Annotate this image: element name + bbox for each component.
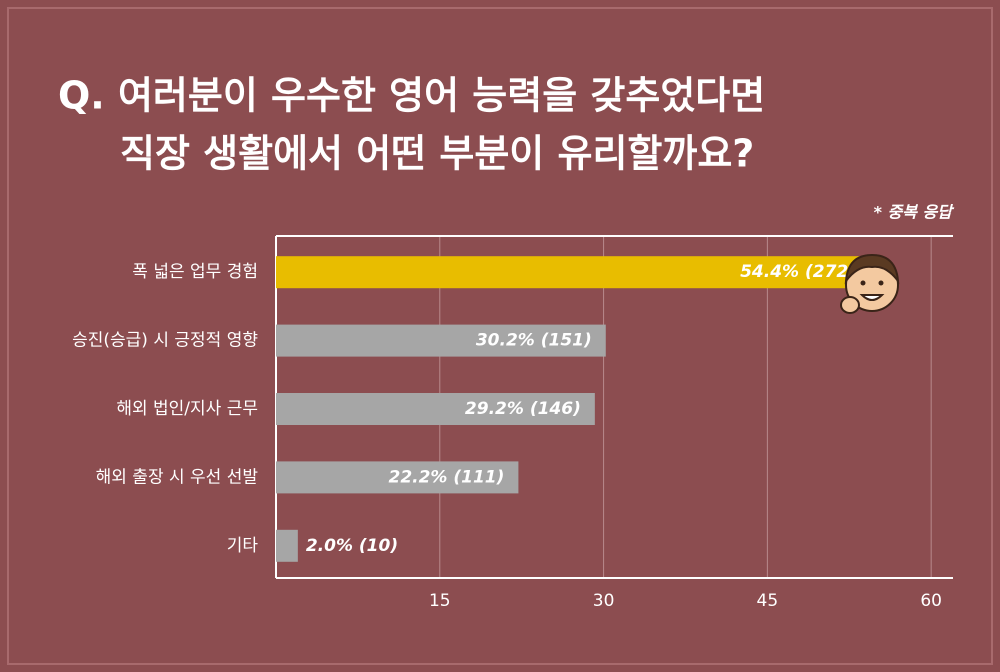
value-label: 2.0% (10) — [306, 536, 398, 556]
chart-title: 직장 생활에서 어떤 부분이 유리할까요? — [120, 132, 754, 176]
value-label: 54.4% (272) — [740, 262, 856, 282]
bar — [276, 256, 871, 289]
category-label: 폭 넓은 업무 경험 — [132, 262, 258, 282]
bar — [276, 461, 519, 494]
bar — [276, 393, 595, 425]
frame — [7, 7, 993, 665]
plot: 15 30 45 60 폭 넓은 업무 경험 54.4% (272) 승진(승급) 시 긍정… — [72, 235, 953, 611]
x-tick-label: 60 — [920, 591, 942, 611]
value-label: 30.2% (151) — [476, 331, 592, 351]
bar — [276, 529, 298, 562]
face-icon — [840, 253, 900, 314]
category-label: 해외 출장 시 우선 선발 — [96, 467, 259, 487]
category-label: 해외 법인/지사 근무 — [116, 399, 258, 419]
x-tick-label: 30 — [593, 591, 615, 611]
category-label: 승진(승급) 시 긍정적 영향 — [72, 331, 258, 351]
bar — [276, 324, 606, 357]
subtitle: * 중복 응답 — [874, 203, 956, 222]
x-tick-label: 45 — [757, 591, 779, 611]
value-label: 22.2% (111) — [388, 467, 504, 487]
chart-title: Q. 여러분이 우수한 영어 능력을 갖추었다면 — [58, 74, 765, 118]
value-label: 29.2% (146) — [465, 399, 581, 419]
x-tick-label: 15 — [429, 591, 451, 611]
category-label: 기타 — [227, 536, 259, 556]
